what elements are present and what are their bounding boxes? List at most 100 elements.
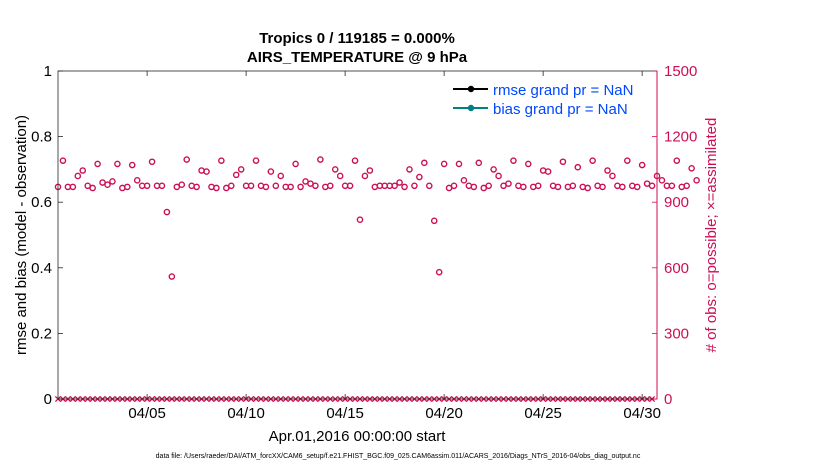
possible-obs-point — [356, 216, 364, 223]
possible-obs-point — [89, 184, 96, 192]
possible-obs-point — [69, 183, 77, 191]
possible-obs-point — [534, 182, 542, 190]
possible-obs-point — [262, 183, 270, 191]
x-axis-label: Apr.01,2016 00:00:00 start — [269, 428, 447, 445]
left-axis-tick-label: 0.8 — [31, 129, 52, 146]
left-axis-tick-label: 0.2 — [31, 325, 52, 342]
possible-obs-point — [455, 160, 463, 168]
y-axis-label-right: # of obs: o=possible; ×=assimilated — [703, 118, 720, 353]
possible-obs-point — [589, 157, 596, 164]
possible-obs-point — [124, 183, 131, 191]
possible-obs-point — [450, 182, 458, 190]
possible-obs-point — [267, 168, 275, 175]
possible-obs-point — [638, 161, 646, 169]
legend-bias-label: bias grand pr = NaN — [493, 101, 628, 118]
possible-obs-point — [272, 182, 280, 190]
possible-obs-point — [317, 156, 324, 163]
right-axis-tick-label: 600 — [664, 260, 689, 277]
possible-obs-point — [619, 183, 626, 191]
left-axis-tick-label: 0 — [44, 391, 52, 408]
possible-obs-point — [524, 160, 532, 168]
legend: rmse grand pr = NaN bias grand pr = NaN — [445, 77, 649, 118]
possible-obs-point — [277, 172, 285, 180]
possible-obs-point — [213, 184, 220, 192]
possible-obs-point — [520, 183, 527, 191]
possible-obs-point — [109, 178, 116, 185]
right-axis-tick-label: 1500 — [664, 63, 697, 80]
possible-obs-point — [114, 160, 121, 168]
x-axis-tick-label: 04/25 — [524, 405, 562, 422]
possible-obs-point — [227, 182, 235, 190]
possible-obs-point — [312, 182, 319, 190]
possible-obs-point — [648, 182, 656, 190]
possible-obs-point — [168, 273, 176, 280]
possible-obs-point — [658, 177, 666, 184]
possible-obs-point — [544, 168, 552, 175]
possible-obs-point — [623, 157, 631, 164]
possible-obs-point — [604, 167, 611, 174]
possible-obs-point — [411, 182, 418, 190]
possible-obs-point — [495, 172, 502, 180]
x-axis-tick-label: 04/05 — [128, 405, 166, 422]
possible-obs-point — [193, 183, 200, 191]
possible-obs-point — [421, 159, 428, 167]
x-axis-tick-label: 04/30 — [623, 405, 661, 422]
possible-obs-point — [599, 183, 606, 191]
possible-obs-point — [693, 177, 700, 184]
x-axis: 04/05 04/10 04/15 04/20 04/25 04/30 — [128, 71, 661, 422]
possible-obs-point — [148, 158, 156, 166]
x-axis-tick-label: 04/10 — [227, 405, 265, 422]
possible-obs-point — [505, 180, 512, 187]
possible-obs-point — [158, 182, 166, 190]
possible-obs-point — [416, 173, 423, 181]
left-axis-tick-label: 0.4 — [31, 260, 52, 277]
possible-obs-point — [559, 158, 567, 166]
possible-obs-point — [569, 182, 577, 190]
possible-obs-point — [237, 166, 245, 173]
right-axis-tick-label: 1200 — [664, 129, 697, 146]
possible-obs-point — [104, 181, 111, 189]
plot-area — [54, 70, 700, 403]
possible-obs-point — [396, 179, 403, 186]
right-axis-tick-label: 900 — [664, 194, 689, 211]
left-y-axis: 0 0.2 0.4 0.6 0.8 1 — [31, 63, 63, 408]
possible-obs-point — [688, 165, 695, 172]
possible-obs-point — [470, 183, 478, 191]
possible-obs-point — [247, 182, 255, 190]
possible-obs-point — [609, 172, 616, 180]
possible-obs-point — [232, 171, 240, 179]
right-y-axis: 0 300 600 900 1200 1500 — [652, 63, 697, 408]
possible-obs-point — [297, 183, 304, 191]
possible-obs-point — [183, 156, 191, 163]
possible-obs-point — [218, 157, 225, 164]
data-file-footer: data file: /Users/raeder/DAI/ATM_forcXX/… — [156, 453, 641, 460]
legend-box — [445, 77, 649, 117]
possible-obs-point — [391, 182, 398, 190]
possible-obs-point — [326, 182, 334, 190]
legend-bias-marker — [467, 104, 475, 112]
possible-obs-point — [203, 168, 210, 175]
possible-obs-point — [633, 183, 641, 191]
possible-obs-point — [574, 163, 582, 171]
possible-obs-point — [430, 217, 438, 225]
possible-obs-point — [351, 157, 359, 164]
right-axis-tick-label: 300 — [664, 325, 689, 342]
possible-obs-point — [128, 161, 136, 169]
x-axis-tick-label: 04/20 — [425, 405, 463, 422]
possible-obs-point — [79, 167, 87, 174]
possible-obs-point — [133, 177, 141, 184]
chart-title-line1: Tropics 0 / 119185 = 0.000% — [259, 30, 455, 47]
possible-obs-point — [510, 157, 517, 164]
possible-obs-point — [584, 184, 591, 192]
possible-obs-point — [683, 182, 691, 190]
possible-obs-point — [673, 157, 681, 164]
possible-obs-point — [490, 166, 497, 173]
possible-obs-point — [406, 166, 413, 173]
possible-obs-point — [440, 160, 448, 168]
possible-obs-point — [331, 166, 339, 173]
possible-obs-series — [54, 156, 700, 280]
possible-obs-point — [425, 182, 433, 190]
possible-obs-point — [143, 182, 151, 190]
possible-obs-point — [346, 182, 354, 190]
possible-obs-point — [336, 172, 344, 180]
